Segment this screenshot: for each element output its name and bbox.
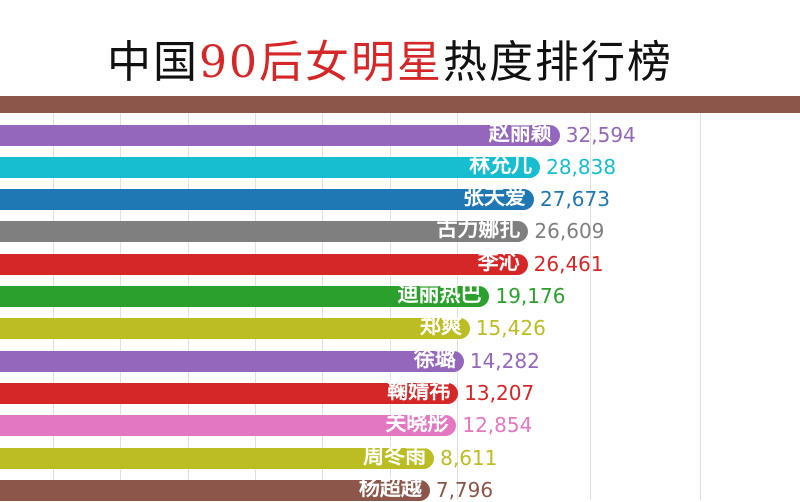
title-part-1: 中国: [107, 37, 199, 88]
bar: [0, 156, 541, 178]
bar-label: 古力娜扎: [436, 217, 521, 242]
bar-label: 林允儿: [469, 152, 533, 177]
value-label: 7,796: [435, 477, 494, 502]
bar: [0, 350, 464, 372]
bar-label: 周冬雨: [363, 443, 427, 468]
value-label: 12,854: [462, 413, 533, 438]
title-part-3: 热度排行榜: [443, 37, 673, 88]
gridline: [700, 112, 701, 500]
bar: [0, 124, 560, 146]
value-label: 32,594: [565, 122, 636, 147]
value-label: 26,609: [534, 219, 605, 244]
bar: [0, 253, 528, 275]
bar-label: 关晓彤: [385, 411, 449, 436]
bar-label: 鞠婧祎: [387, 378, 451, 403]
chart-title: 中国90后女明星热度排行榜: [0, 26, 780, 90]
value-label: 8,611: [440, 445, 498, 470]
bar: [0, 415, 457, 437]
bar: [0, 286, 490, 307]
value-label: 27,673: [540, 187, 610, 212]
bar-label: 徐璐: [413, 346, 456, 371]
gridline: [590, 112, 591, 500]
title-part-2: 90后女明星: [199, 37, 443, 88]
value-label: 15,426: [475, 316, 546, 341]
bar: [0, 479, 430, 501]
bar: [0, 221, 529, 243]
value-label: 14,282: [469, 348, 540, 373]
value-label: 26,461: [533, 251, 604, 276]
bar: [0, 447, 435, 469]
bar: [0, 189, 534, 211]
value-label: 28,838: [546, 154, 617, 179]
bar-label: 赵丽颖: [488, 120, 552, 145]
bar: [0, 382, 459, 404]
value-label: 19,176: [495, 284, 566, 308]
bar-label: 杨超越: [358, 475, 422, 500]
bar-partial-top: [0, 96, 800, 113]
value-label: 13,207: [464, 380, 535, 405]
bar-label: 郑爽: [419, 314, 462, 339]
bar-label: 张天爱: [463, 185, 527, 210]
bar-label: 李沁: [477, 249, 520, 274]
bar: [0, 318, 470, 340]
bar-label: 迪丽热巴: [397, 282, 482, 306]
